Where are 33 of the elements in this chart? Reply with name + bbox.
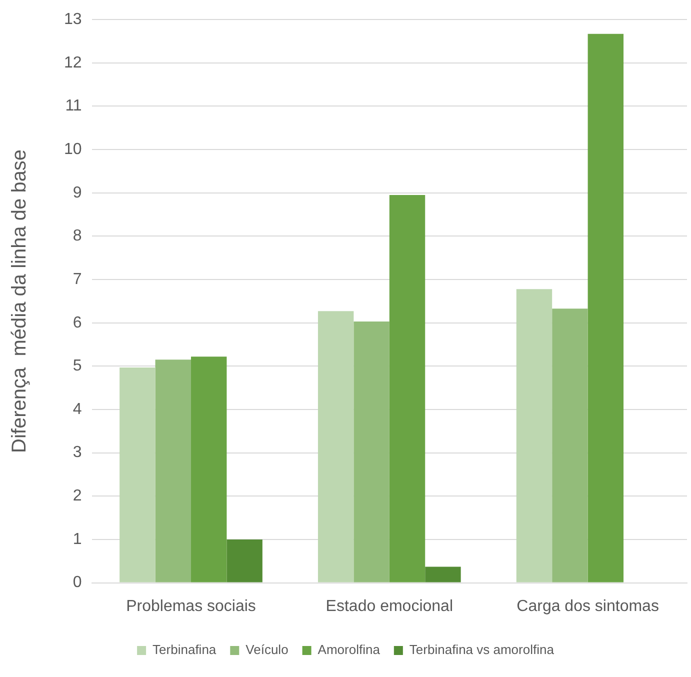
y-tick-label: 6 [72,314,82,332]
bar [155,360,191,582]
y-tick-label: 7 [72,270,82,288]
bar [588,34,624,582]
y-tick-label: 2 [72,488,82,505]
bar [191,356,227,582]
bar [425,566,461,582]
legend-label: Amorolfina [318,642,381,658]
y-axis-title: Diferença média da linha de base [8,149,31,453]
bar [226,539,262,582]
legend-label: Terbinafina [152,642,217,658]
y-tick-label: 4 [72,400,82,418]
legend-label: Veículo [246,642,288,658]
y-tick-label: 12 [64,54,82,72]
bar [354,322,390,582]
x-tick-label: Carga dos sintomas [516,598,659,615]
y-tick-label: 3 [72,444,82,462]
y-tick-label: 1 [72,530,82,548]
y-tick-label: 10 [64,140,82,158]
x-tick-label: Problemas sociais [126,598,256,615]
bar [516,289,552,582]
bar [120,367,156,582]
y-tick-label: 9 [72,184,82,202]
bar [552,308,588,582]
y-tick-label: 8 [72,228,82,245]
y-tick-label: 5 [72,358,82,375]
y-tick-label: 13 [64,11,82,28]
x-tick-label: Estado emocional [326,598,453,615]
y-tick-label: 11 [65,98,82,115]
legend-label: Terbinafina vs amorolfina [409,642,555,658]
y-tick-label: 0 [72,574,82,592]
bar [389,195,426,582]
bar [318,311,354,582]
